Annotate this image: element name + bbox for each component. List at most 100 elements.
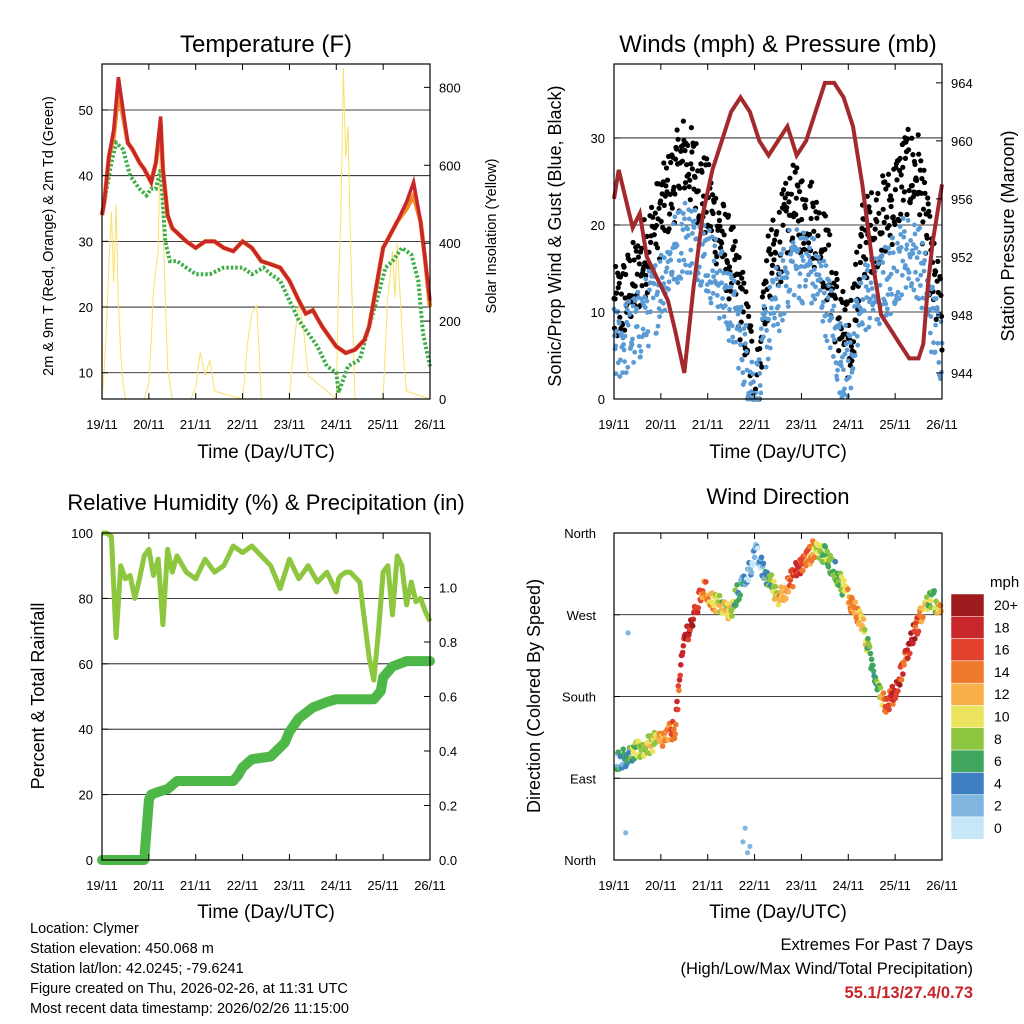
gust-point [774,228,780,235]
wind-point [708,300,714,306]
wind-point [930,284,935,290]
y-tick-label: North [564,853,596,868]
gust-point [726,264,733,270]
gust-point [674,127,680,133]
gust-point [848,297,854,303]
gust-point [884,214,890,220]
wind-point [646,343,651,349]
gust-point [796,188,803,195]
wind-point [816,254,821,260]
gust-point [794,165,800,171]
direction-point [749,562,756,568]
wind-point [787,227,792,233]
wind-point [832,337,837,343]
wind-point [911,242,916,248]
gust-point [612,296,618,302]
y-tick-label: West [567,608,597,623]
wind-point [834,377,840,382]
gust-point [880,173,886,179]
wind-point [852,353,858,358]
wind-point [861,308,867,314]
gust-point [910,194,917,200]
wind-point [842,351,848,357]
wind-point [763,308,768,314]
wind-point [846,374,852,380]
direction-point [672,731,678,737]
wind-point [713,236,719,242]
wind-point [880,270,886,275]
wind-point [766,316,772,322]
speed-legend-title: mph [990,574,1019,591]
gust-point [805,240,812,246]
wind-point [678,250,684,256]
gust-point [749,338,755,344]
gust-point [868,190,875,196]
gust-point [746,313,752,319]
recent-timestamp: Most recent data timestamp: 2026/02/26 1… [30,1001,349,1017]
direction-point [768,572,775,578]
wind-point [911,287,917,293]
wind-point [826,283,831,288]
gust-point [728,288,734,294]
gust-point [784,205,790,211]
gust-point [723,266,729,272]
wind-point [775,321,781,327]
gust-point [688,161,694,167]
gust-point [889,197,895,203]
wind-point [831,354,836,359]
gust-point [682,180,689,186]
gust-point [927,213,933,219]
gust-point [917,167,923,173]
direction-point [889,683,896,690]
wind-point [763,364,769,370]
x-tick-label: 22/11 [739,878,771,893]
gust-point [737,337,743,343]
gust-point [933,269,939,275]
wind-point [679,221,685,227]
direction-point [783,595,789,602]
gust-point [630,239,636,246]
wind-point [766,338,772,343]
gust-point [831,280,837,286]
legend-swatch [950,816,985,840]
direction-point [865,635,871,642]
gust-point [689,149,695,155]
direction-point [644,739,651,746]
wind-point [647,287,652,293]
direction-point [744,850,751,856]
y-tick-label: 10 [591,305,605,320]
gust-point [922,190,928,196]
gust-point [916,151,922,157]
x-tick-label: 21/11 [180,878,212,893]
direction-point [824,548,830,555]
wind-point [782,265,788,270]
wind-point [863,327,869,333]
wind-point [788,251,793,257]
wind-point [864,268,870,273]
wind-point [800,258,806,263]
gust-point [722,252,728,258]
wind-point [669,269,675,275]
gust-point [834,284,840,290]
wind-point [625,322,631,328]
wind-point [785,304,791,309]
wind-point [740,370,746,376]
gust-point [627,258,633,264]
gust-point [809,179,815,185]
y-tick-label: 40 [79,169,93,184]
wind-point [654,330,659,336]
wind-point [845,393,851,399]
x-tick-label: 24/11 [832,417,864,432]
gust-point [822,213,829,219]
gust-point [768,251,774,257]
gust-point [866,204,872,210]
direction-point [695,605,702,611]
wind-point [928,314,934,319]
gust-point [787,175,793,181]
x-tick-label: 19/11 [598,417,630,432]
plot-frame [101,63,431,400]
gust-point [770,241,777,247]
wind-point [682,216,687,222]
legend-swatch [950,660,985,684]
wind-point [643,276,649,282]
